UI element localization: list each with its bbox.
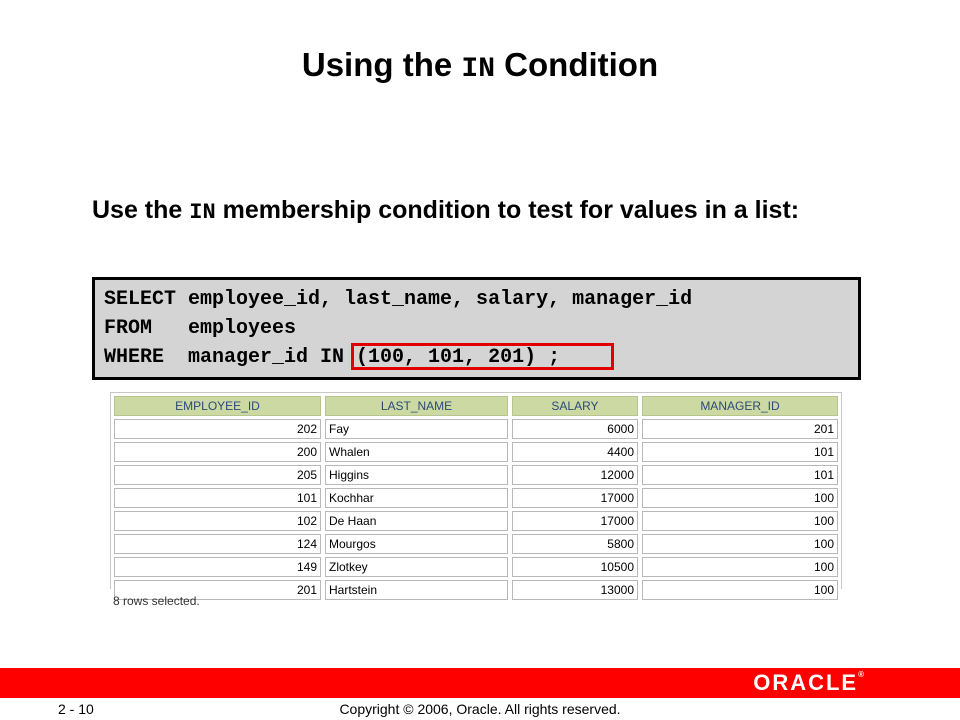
cell-employee-id: 201 <box>114 580 321 600</box>
cell-last-name: Hartstein <box>325 580 508 600</box>
oracle-logo-text: ORACLE <box>753 670 859 695</box>
result-panel: EMPLOYEE_ID LAST_NAME SALARY MANAGER_ID … <box>110 392 842 600</box>
cell-last-name: Higgins <box>325 465 508 485</box>
cell-salary: 17000 <box>512 511 638 531</box>
code-line-where: WHERE manager_id IN (100, 101, 201) ; <box>104 346 561 369</box>
cell-manager-id: 101 <box>642 465 838 485</box>
cell-salary: 5800 <box>512 534 638 554</box>
in-clause-highlight <box>351 343 614 370</box>
cell-last-name: Zlotkey <box>325 557 508 577</box>
cell-manager-id: 101 <box>642 442 838 462</box>
table-row: 200 Whalen 4400 101 <box>114 442 838 462</box>
cell-employee-id: 205 <box>114 465 321 485</box>
cell-last-name: Fay <box>325 419 508 439</box>
table-row: 124 Mourgos 5800 100 <box>114 534 838 554</box>
cell-employee-id: 149 <box>114 557 321 577</box>
cell-salary: 10500 <box>512 557 638 577</box>
sql-code-box: SELECT employee_id, last_name, salary, m… <box>92 277 861 380</box>
cell-manager-id: 100 <box>642 488 838 508</box>
col-header-salary: SALARY <box>512 396 638 416</box>
slide-title: Using the IN Condition <box>0 46 960 85</box>
cell-manager-id: 100 <box>642 557 838 577</box>
code-line-from: FROM employees <box>104 317 297 340</box>
table-row: 149 Zlotkey 10500 100 <box>114 557 838 577</box>
lead-before: Use the <box>92 196 183 224</box>
title-after: Condition <box>504 46 659 83</box>
title-before: Using the <box>301 46 453 83</box>
cell-manager-id: 201 <box>642 419 838 439</box>
table-header-row: EMPLOYEE_ID LAST_NAME SALARY MANAGER_ID <box>114 396 838 416</box>
footer-red-bar: ORACLE® <box>0 668 960 698</box>
table-row: 101 Kochhar 17000 100 <box>114 488 838 508</box>
cell-employee-id: 102 <box>114 511 321 531</box>
lead-keyword: IN <box>189 200 216 225</box>
cell-salary: 13000 <box>512 580 638 600</box>
table-row: 205 Higgins 12000 101 <box>114 465 838 485</box>
cell-employee-id: 202 <box>114 419 321 439</box>
cell-last-name: Mourgos <box>325 534 508 554</box>
cell-employee-id: 200 <box>114 442 321 462</box>
col-header-last-name: LAST_NAME <box>325 396 508 416</box>
cell-salary: 6000 <box>512 419 638 439</box>
page-number: 2 - 10 <box>58 701 94 717</box>
cell-last-name: De Haan <box>325 511 508 531</box>
table-row: 201 Hartstein 13000 100 <box>114 580 838 600</box>
code-line-select: SELECT employee_id, last_name, salary, m… <box>104 288 693 311</box>
col-header-employee-id: EMPLOYEE_ID <box>114 396 321 416</box>
registered-mark: ® <box>858 670 864 679</box>
cell-last-name: Kochhar <box>325 488 508 508</box>
cell-employee-id: 124 <box>114 534 321 554</box>
title-keyword: IN <box>461 54 495 85</box>
cell-salary: 12000 <box>512 465 638 485</box>
table-row: 202 Fay 6000 201 <box>114 419 838 439</box>
oracle-logo: ORACLE® <box>753 670 864 696</box>
cell-salary: 4400 <box>512 442 638 462</box>
rows-selected-note: 8 rows selected. <box>113 594 200 608</box>
cell-manager-id: 100 <box>642 580 838 600</box>
lead-text: Use the IN membership condition to test … <box>92 192 882 231</box>
copyright-text: Copyright © 2006, Oracle. All rights res… <box>339 701 621 717</box>
cell-employee-id: 101 <box>114 488 321 508</box>
result-table: EMPLOYEE_ID LAST_NAME SALARY MANAGER_ID … <box>110 393 842 603</box>
lead-after: membership condition to test for values … <box>222 196 800 224</box>
col-header-manager-id: MANAGER_ID <box>642 396 838 416</box>
cell-last-name: Whalen <box>325 442 508 462</box>
cell-salary: 17000 <box>512 488 638 508</box>
table-row: 102 De Haan 17000 100 <box>114 511 838 531</box>
cell-manager-id: 100 <box>642 534 838 554</box>
cell-manager-id: 100 <box>642 511 838 531</box>
